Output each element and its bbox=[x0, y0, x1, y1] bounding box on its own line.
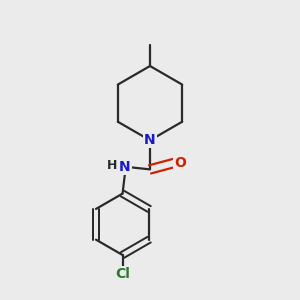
Text: N: N bbox=[144, 133, 156, 147]
Text: N: N bbox=[119, 160, 130, 174]
Text: H: H bbox=[107, 159, 117, 172]
Text: Cl: Cl bbox=[115, 267, 130, 281]
Text: O: O bbox=[174, 156, 186, 170]
